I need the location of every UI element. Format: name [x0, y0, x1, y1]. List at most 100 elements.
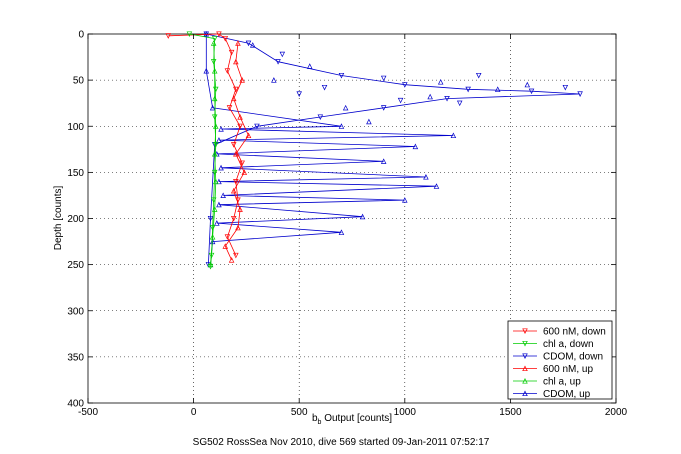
y-tick-label: 200: [67, 214, 84, 225]
data-point: [456, 100, 463, 107]
data-point: [203, 67, 210, 74]
y-tick-label: 350: [67, 352, 84, 363]
x-tick-label: 2000: [605, 407, 628, 418]
data-point: [222, 36, 229, 42]
data-point: [402, 82, 408, 88]
data-point: [437, 78, 444, 85]
series-line-red_down: [168, 33, 243, 256]
legend-entry-label: CDOM, up: [543, 389, 591, 400]
legend-entry-label: chl a, down: [543, 339, 594, 350]
data-point: [528, 88, 535, 95]
data-point: [209, 225, 216, 231]
data-point: [222, 243, 229, 249]
data-point: [216, 137, 222, 143]
y-tick-label: 50: [73, 76, 85, 87]
y-tick-label: 300: [67, 306, 84, 317]
data-point: [577, 91, 583, 97]
data-point: [366, 118, 372, 125]
data-point: [213, 178, 219, 185]
y-axis-label: Depth [counts]: [53, 186, 64, 251]
data-point: [235, 224, 241, 231]
data-point: [233, 86, 239, 93]
data-point: [213, 123, 219, 129]
data-point: [241, 169, 248, 175]
data-point: [423, 174, 429, 180]
series-red_up: [222, 40, 252, 263]
data-point: [494, 86, 501, 92]
data-point: [218, 164, 224, 171]
data-point: [214, 220, 220, 226]
data-point: [279, 51, 286, 58]
data-point: [338, 229, 345, 235]
data-point: [475, 72, 482, 79]
data-point: [230, 187, 237, 194]
x-axis-label-b: b: [312, 413, 318, 424]
legend-entry-label: 600 nM, up: [543, 364, 593, 375]
data-point: [271, 77, 277, 83]
data-point: [203, 31, 210, 37]
y-tick-label: 250: [67, 260, 84, 271]
legend-box: [507, 320, 613, 400]
data-point: [433, 183, 440, 189]
data-point: [427, 93, 433, 100]
series-red_down: [165, 31, 245, 259]
y-tick-label: 400: [67, 399, 84, 410]
x-axis-label-rest: Output [counts]: [321, 413, 392, 424]
data-point: [245, 40, 252, 47]
data-point: [359, 213, 366, 220]
data-point: [207, 215, 214, 222]
data-point: [412, 143, 419, 150]
series-line-green_up: [210, 43, 217, 265]
data-point: [321, 84, 328, 91]
data-point: [226, 105, 233, 111]
data-point: [211, 36, 218, 42]
data-point: [230, 215, 237, 222]
x-tick-label: 1000: [394, 407, 417, 418]
data-point: [209, 233, 216, 240]
legend-entry-label: CDOM, down: [543, 352, 603, 363]
data-point: [233, 150, 239, 157]
legend-marker: [522, 378, 528, 384]
data-point: [216, 31, 222, 37]
data-point: [338, 123, 345, 129]
data-point: [342, 104, 349, 111]
data-point: [380, 75, 387, 82]
data-point: [224, 68, 231, 74]
data-point: [228, 257, 235, 263]
legend-marker: [522, 340, 528, 347]
data-point: [237, 206, 243, 212]
series-blue_up: [203, 31, 457, 268]
data-point: [237, 114, 243, 120]
data-point: [211, 150, 218, 157]
x-axis-label-subscript: b: [318, 419, 322, 426]
data-point: [245, 132, 252, 139]
data-point: [402, 197, 408, 203]
data-point: [209, 104, 216, 111]
data-point: [230, 142, 237, 148]
x-tick-label: 0: [191, 407, 197, 418]
data-point: [220, 192, 226, 198]
data-point: [233, 179, 239, 185]
data-point: [338, 72, 345, 79]
data-point: [233, 58, 239, 65]
data-point: [444, 96, 450, 102]
data-point: [211, 206, 218, 212]
data-point: [562, 84, 569, 91]
data-point: [216, 201, 222, 208]
data-point: [216, 178, 222, 185]
data-point: [209, 238, 216, 245]
series-line-blue_down: [206, 33, 581, 265]
data-point: [397, 97, 404, 104]
data-point: [380, 105, 387, 111]
data-point: [230, 95, 237, 102]
x-tick-label: 1500: [499, 407, 522, 418]
data-point: [380, 158, 387, 164]
data-point: [218, 126, 224, 132]
data-point: [207, 261, 214, 268]
data-point: [239, 77, 245, 83]
series-line-red_up: [224, 43, 249, 261]
ticks: -500 0 500 1000 1500 2000 0 50 100 150 200 250 300 35…: [67, 30, 627, 419]
data-point: [306, 63, 313, 69]
